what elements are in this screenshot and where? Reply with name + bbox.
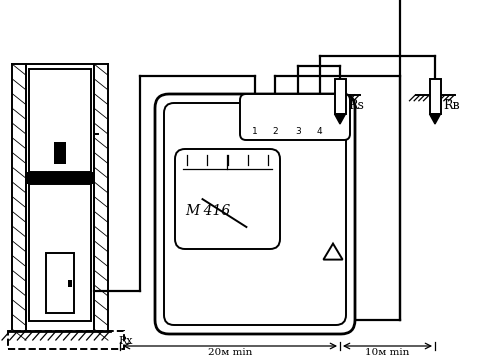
Bar — [54, 142, 66, 164]
Bar — [46, 253, 74, 313]
Text: 2: 2 — [272, 127, 278, 136]
Polygon shape — [334, 114, 345, 124]
FancyBboxPatch shape — [164, 103, 346, 325]
Text: 10м min: 10м min — [366, 348, 410, 357]
FancyBboxPatch shape — [155, 94, 355, 334]
Bar — [29, 184, 91, 321]
Text: Rs: Rs — [348, 99, 364, 112]
Bar — [26, 64, 94, 329]
Text: Rx: Rx — [118, 336, 132, 346]
FancyBboxPatch shape — [240, 94, 350, 140]
Bar — [68, 280, 72, 287]
Text: 20м min: 20м min — [208, 348, 252, 357]
FancyBboxPatch shape — [175, 149, 280, 249]
Bar — [430, 79, 440, 114]
Bar — [29, 69, 91, 172]
Text: Rв: Rв — [443, 99, 460, 112]
Bar — [334, 79, 345, 114]
Text: 1: 1 — [252, 127, 258, 136]
Text: 3: 3 — [295, 127, 301, 136]
Text: 4: 4 — [317, 127, 322, 136]
Text: M 416: M 416 — [185, 204, 230, 218]
Bar — [8, 331, 124, 349]
Polygon shape — [430, 114, 440, 124]
Bar — [26, 172, 94, 184]
